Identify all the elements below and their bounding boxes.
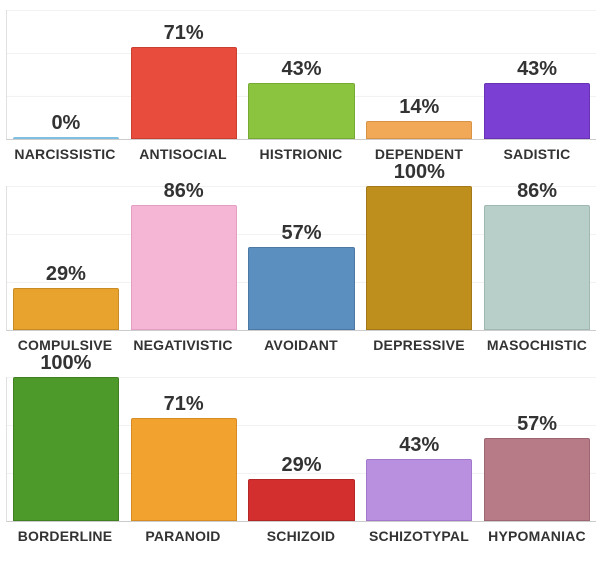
bar-slot: 57% [243,186,361,330]
category-label: HYPOMANIAC [478,528,596,544]
label-row: COMPULSIVENEGATIVISTICAVOIDANTDEPRESSIVE… [6,337,596,353]
bar-value-label: 0% [14,112,118,135]
bar: 57% [248,247,354,330]
category-label: BORDERLINE [6,528,124,544]
bar: 86% [131,205,237,330]
bar: 43% [248,83,354,139]
bar-slot: 29% [7,186,125,330]
bar: 57% [484,438,590,521]
bar-slot: 43% [478,10,596,139]
category-label: NARCISSISTIC [6,146,124,162]
category-label: SADISTIC [478,146,596,162]
bar-slot: 100% [360,186,478,330]
bar-value-label: 29% [249,454,353,477]
label-row: NARCISSISTICANTISOCIALHISTRIONICDEPENDEN… [6,146,596,162]
bar: 71% [131,47,237,139]
bar-value-label: 43% [485,58,589,81]
chart-panel-row1: 0%71%43%14%43%NARCISSISTICANTISOCIALHIST… [6,10,596,162]
category-label: PARANOID [124,528,242,544]
bar-slot: 86% [125,186,243,330]
bar: 86% [484,205,590,330]
bar: 14% [366,121,472,139]
label-row: BORDERLINEPARANOIDSCHIZOIDSCHIZOTYPALHYP… [6,528,596,544]
bar-slot: 57% [478,377,596,521]
bar: 100% [366,186,472,330]
bar-row: 29%86%57%100%86% [6,186,596,331]
category-label: ANTISOCIAL [124,146,242,162]
bar: 71% [131,418,237,521]
bar-row: 0%71%43%14%43% [6,10,596,140]
bar-slot: 43% [360,377,478,521]
bar-value-label: 14% [367,96,471,119]
bar-value-label: 43% [249,58,353,81]
bar-value-label: 57% [485,413,589,436]
bar-value-label: 71% [132,22,236,45]
bar: 29% [248,479,354,521]
bar: 29% [13,288,119,330]
category-label: NEGATIVISTIC [124,337,242,353]
bar: 100% [13,377,119,521]
bar-value-label: 86% [485,180,589,203]
category-label: DEPENDENT [360,146,478,162]
bar-value-label: 100% [14,352,118,375]
bar-value-label: 43% [367,434,471,457]
category-label: MASOCHISTIC [478,337,596,353]
bar-slot: 86% [478,186,596,330]
category-label: COMPULSIVE [6,337,124,353]
category-label: AVOIDANT [242,337,360,353]
bar-value-label: 57% [249,222,353,245]
chart-panel-row2: 29%86%57%100%86%COMPULSIVENEGATIVISTICAV… [6,186,596,353]
category-label: DEPRESSIVE [360,337,478,353]
bar-value-label: 86% [132,180,236,203]
bar: 43% [484,83,590,139]
bar-slot: 29% [243,377,361,521]
category-label: SCHIZOID [242,528,360,544]
bar-slot: 71% [125,377,243,521]
bar-value-label: 71% [132,393,236,416]
bar-slot: 100% [7,377,125,521]
bar-slot: 0% [7,10,125,139]
category-label: SCHIZOTYPAL [360,528,478,544]
chart-panel-row3: 100%71%29%43%57%BORDERLINEPARANOIDSCHIZO… [6,377,596,544]
bar: 0% [13,137,119,139]
bar-value-label: 29% [14,263,118,286]
bar-value-label: 100% [367,161,471,184]
personality-traits-bar-chart: 0%71%43%14%43%NARCISSISTICANTISOCIALHIST… [0,0,602,571]
bar-row: 100%71%29%43%57% [6,377,596,522]
bar-slot: 71% [125,10,243,139]
bar-slot: 43% [243,10,361,139]
category-label: HISTRIONIC [242,146,360,162]
bar: 43% [366,459,472,521]
bar-slot: 14% [360,10,478,139]
